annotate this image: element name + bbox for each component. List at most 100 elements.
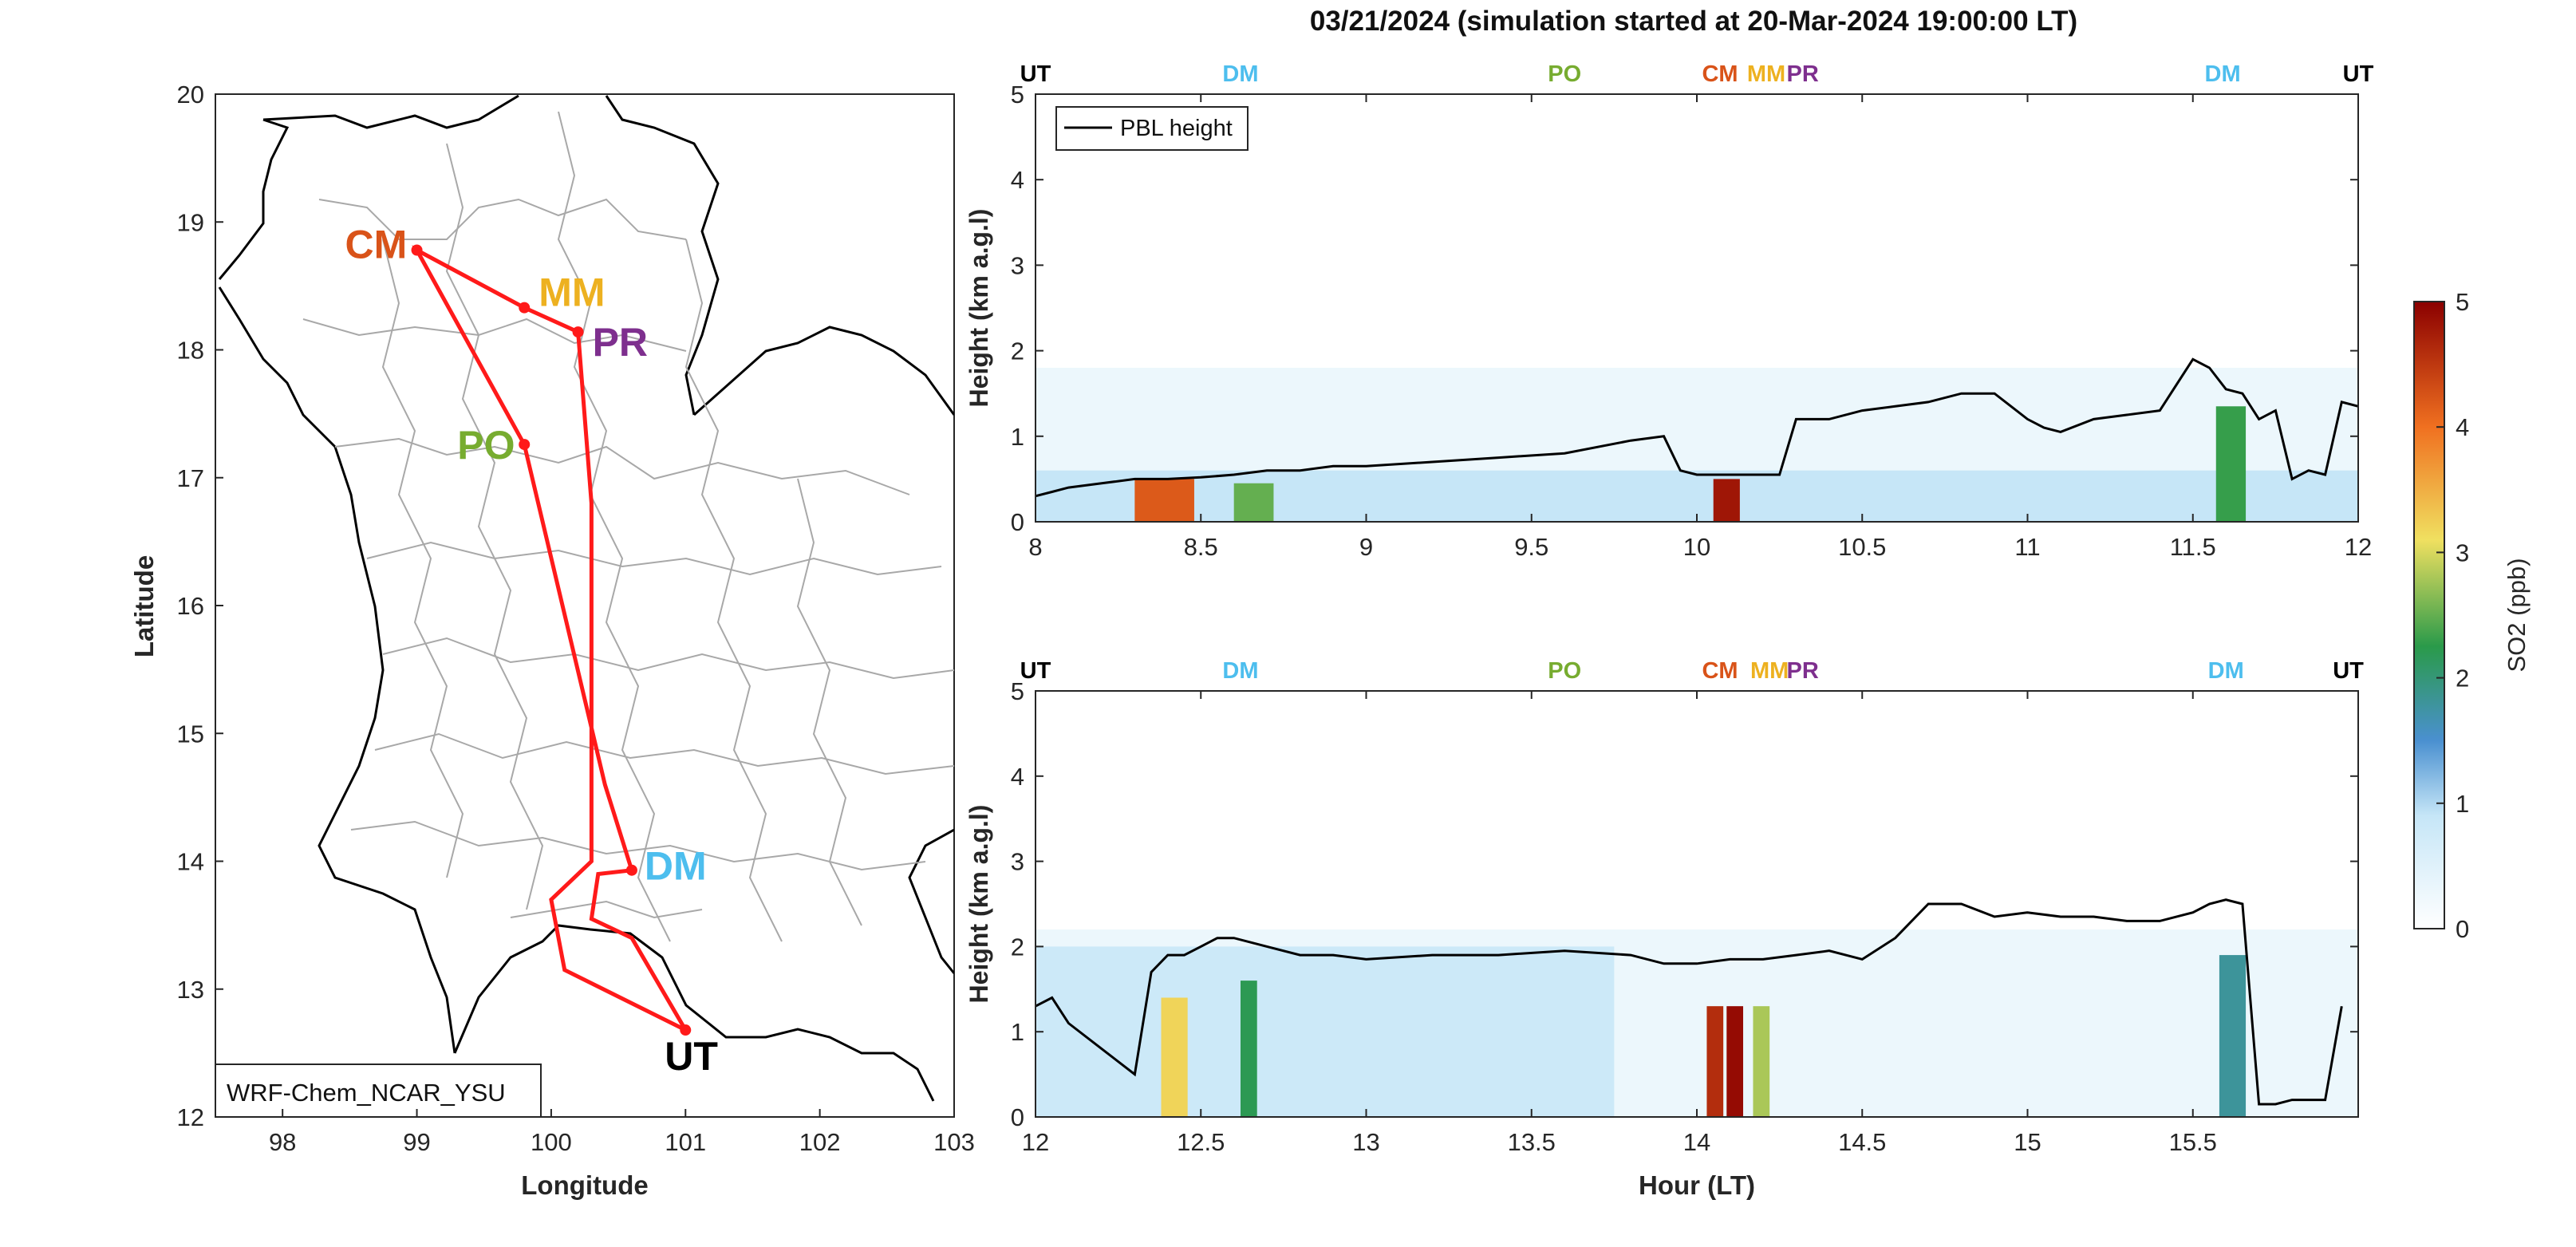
y-tick-label: 4 (1011, 166, 1024, 194)
so2-region (1240, 981, 1257, 1117)
so2-region (1706, 1006, 1724, 1117)
top-pbl-line (1036, 357, 2358, 498)
site-label-po: PO (457, 423, 515, 468)
map-x-tick-label: 101 (665, 1128, 706, 1156)
colorbar-tick-label: 2 (2456, 665, 2469, 693)
map-y-label: Latitude (129, 555, 159, 657)
y-tick-label: 0 (1011, 508, 1024, 536)
map-y-tick-label: 14 (177, 848, 204, 876)
figure-title: 03/21/2024 (simulation started at 20-Mar… (1310, 6, 2077, 37)
site-label-dm: DM (645, 844, 707, 889)
y-tick-label: 1 (1011, 423, 1024, 451)
so2-region (1134, 479, 1194, 522)
x-tick-label: 13.5 (1508, 1128, 1556, 1156)
map-x-tick-label: 99 (403, 1128, 430, 1156)
site-marker-ut: UT (1020, 61, 1051, 87)
map-y-tick-label: 18 (177, 337, 204, 365)
site-marker-dm: DM (1222, 658, 1258, 684)
map-y-tick-label: 15 (177, 720, 204, 748)
so2-region (1161, 997, 1188, 1117)
map-y-tick-label: 19 (177, 208, 204, 236)
so2-region (1753, 1006, 1770, 1117)
colorbar-gradient (2413, 301, 2445, 929)
colorbar-label: SO2 (ppb) (2503, 558, 2531, 672)
site-marker-ut: UT (2343, 61, 2374, 87)
x-tick-label: 14 (1683, 1128, 1710, 1156)
pbl-legend: PBL height (1055, 106, 1249, 151)
site-dot-pr (572, 326, 584, 338)
site-dot-dm (625, 864, 637, 876)
site-label-mm: MM (538, 270, 605, 315)
colorbar: 0 1 2 3 4 5 SO2 (ppb) (2413, 288, 2531, 943)
x-tick-label: 10 (1683, 533, 1710, 561)
site-marker-pr: PR (1786, 658, 1818, 684)
site-label-pr: PR (593, 320, 648, 365)
so2-region (1713, 479, 1740, 522)
map-y-tick-label: 17 (177, 464, 204, 492)
colorbar-tick-label: 5 (2456, 288, 2469, 316)
y-tick-label: 2 (1011, 337, 1024, 365)
bottom-so2-field (1036, 929, 2358, 1117)
top-x-ticks: 8 8.5 9 9.5 10 10.5 11 11.5 12 (1028, 94, 2372, 561)
bottom-y-label: Height (km a.g.l) (965, 805, 993, 1004)
site-dot-po (519, 439, 531, 451)
map-x-tick-label: 103 (933, 1128, 975, 1156)
site-marker-cm: CM (1702, 658, 1738, 684)
colorbar-tick-label: 3 (2456, 539, 2469, 566)
bottom-x-label: Hour (LT) (1639, 1170, 1755, 1200)
so2-region (2215, 406, 2247, 522)
top-so2-field (1036, 368, 2358, 522)
x-tick-label: 12.5 (1177, 1128, 1225, 1156)
site-marker-ut: UT (2333, 658, 2364, 684)
site-marker-dm: DM (2205, 61, 2241, 87)
site-marker-mm: MM (1747, 61, 1785, 87)
x-tick-label: 15.5 (2169, 1128, 2217, 1156)
site-marker-cm: CM (1702, 61, 1738, 87)
model-label: WRF-Chem_NCAR_YSU (227, 1079, 506, 1107)
site-marker-dm: DM (1222, 61, 1258, 87)
top-y-label: Height (km a.g.l) (965, 209, 993, 408)
site-label-ut: UT (665, 1034, 718, 1079)
flight-track (412, 245, 688, 1032)
site-dot-ut (680, 1024, 692, 1036)
site-marker-pr: PR (1786, 61, 1818, 87)
x-tick-label: 11 (2014, 533, 2040, 561)
map-y-tick-label: 12 (177, 1103, 204, 1131)
bottom-y-ticks: 0 1 2 3 4 5 (1011, 677, 2358, 1131)
y-tick-label: 1 (1011, 1018, 1024, 1046)
bottom-x-ticks: 12 12.5 13 13.5 14 14.5 15 15.5 (1022, 691, 2217, 1156)
colorbar-tick-label: 4 (2456, 413, 2469, 441)
site-marker-ut: UT (1020, 658, 1051, 684)
top-y-ticks: 0 1 2 3 4 5 (1011, 81, 2358, 536)
site-marker-po: PO (1548, 61, 1581, 87)
so2-region (2219, 955, 2247, 1117)
map-x-ticks: 98 99 100 101 102 103 (269, 1109, 975, 1156)
map-y-tick-label: 13 (177, 976, 204, 1004)
map-y-tick-label: 20 (177, 81, 204, 109)
y-tick-label: 4 (1011, 763, 1024, 791)
site-marker-po: PO (1548, 658, 1581, 684)
colorbar-tick-label: 1 (2456, 790, 2469, 818)
x-tick-label: 8.5 (1184, 533, 1218, 561)
x-tick-label: 13 (1352, 1128, 1379, 1156)
site-dot-cm (411, 244, 423, 256)
site-markers: CM MM PR PO DM UT (345, 223, 718, 1079)
so2-region (1233, 483, 1274, 522)
y-tick-label: 5 (1011, 677, 1024, 705)
x-tick-label: 9 (1359, 533, 1373, 561)
pbl-legend-label: PBL height (1120, 116, 1233, 141)
x-tick-label: 10.5 (1838, 533, 1886, 561)
map-y-ticks: 12 13 14 15 16 17 18 19 20 (177, 81, 223, 1131)
x-tick-label: 9.5 (1514, 533, 1548, 561)
x-tick-label: 15 (2014, 1128, 2041, 1156)
site-marker-dm: DM (2208, 658, 2244, 684)
map-x-label: Longitude (521, 1170, 648, 1200)
site-dot-mm (519, 302, 531, 314)
map-x-tick-label: 98 (269, 1128, 296, 1156)
map-axes-box (215, 93, 955, 1118)
map-x-tick-label: 100 (531, 1128, 572, 1156)
x-tick-label: 12 (1022, 1128, 1049, 1156)
